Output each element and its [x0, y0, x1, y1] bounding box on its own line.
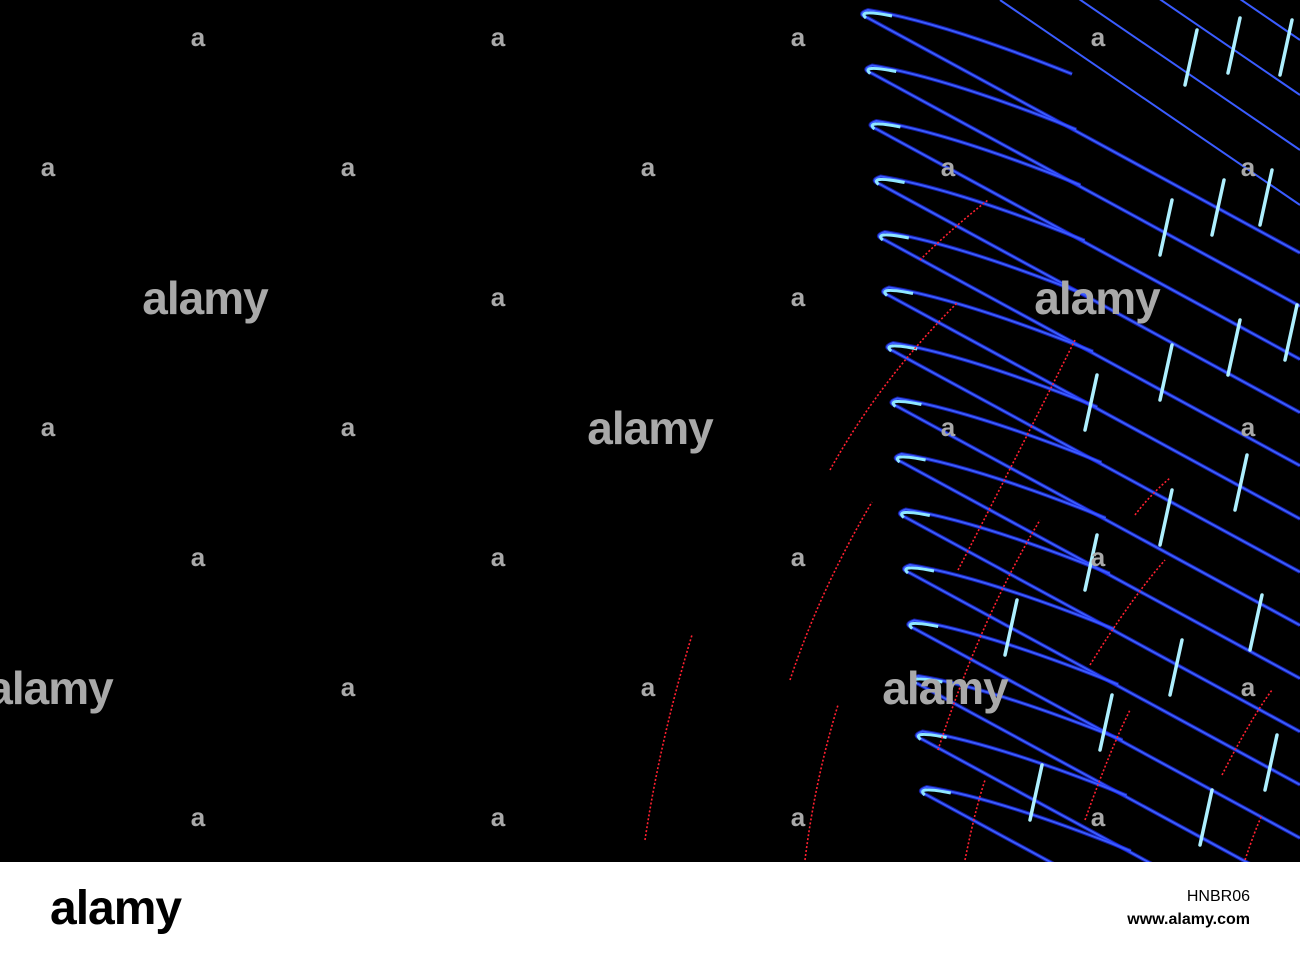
- light-trails: [644, 0, 1300, 953]
- cyan-dash: [1083, 533, 1099, 592]
- watermark-small: a: [1241, 412, 1256, 442]
- cyan-dash: [1158, 198, 1174, 257]
- red-dotted-trail: [804, 704, 839, 861]
- blue-trail-tip: [908, 622, 939, 630]
- blue-trail: [999, 0, 1300, 206]
- watermark-small: a: [41, 152, 56, 182]
- watermark-small: a: [1091, 22, 1106, 52]
- watermark-small: a: [1091, 802, 1106, 832]
- red-dotted-trail: [829, 301, 959, 471]
- watermark-small: a: [641, 672, 656, 702]
- watermark-small: a: [1091, 542, 1106, 572]
- blue-trail-tip: [900, 511, 931, 519]
- blue-trail-tip: [916, 733, 947, 741]
- red-dotted-trail: [964, 779, 986, 861]
- red-dotted-trail: [957, 339, 1076, 571]
- red-dotted-trail: [919, 199, 989, 261]
- footer-bar: [0, 862, 1300, 953]
- cyan-dash: [1210, 178, 1226, 237]
- cyan-dash: [1226, 16, 1242, 75]
- blue-trail: [1078, 0, 1300, 151]
- red-dotted-trail: [1084, 709, 1131, 821]
- cyan-dash: [1198, 788, 1214, 847]
- watermark-small: a: [491, 22, 506, 52]
- blue-trail-tip: [874, 178, 905, 186]
- blue-trail-tip: [879, 233, 910, 242]
- watermark-small: a: [791, 542, 806, 572]
- watermark-small: a: [41, 412, 56, 442]
- watermark-large: alamy: [142, 272, 269, 324]
- blue-trail-tip: [887, 344, 918, 353]
- blue-trail-tip: [870, 122, 901, 131]
- watermark-large: alamy: [0, 662, 114, 714]
- cyan-dash: [1183, 28, 1199, 87]
- watermark-small: a: [791, 802, 806, 832]
- watermark-small: a: [791, 282, 806, 312]
- cyan-dash: [1233, 453, 1249, 512]
- watermark-large: alamy: [882, 662, 1009, 714]
- watermark-small: a: [341, 152, 356, 182]
- watermark-small: a: [1241, 152, 1256, 182]
- cyan-dash: [1083, 373, 1099, 432]
- watermark-small: a: [941, 152, 956, 182]
- watermark-small: a: [641, 152, 656, 182]
- cyan-dash: [1003, 598, 1019, 657]
- cyan-dash: [1098, 693, 1114, 752]
- watermark-small: a: [791, 22, 806, 52]
- red-dotted-trail: [644, 634, 693, 841]
- watermark-small: a: [491, 282, 506, 312]
- cyan-dash: [1158, 488, 1174, 547]
- cyan-dash: [1258, 168, 1274, 227]
- red-dotted-trail: [789, 501, 873, 681]
- watermark-small: a: [491, 542, 506, 572]
- watermark-small: a: [341, 672, 356, 702]
- watermark-small: a: [191, 542, 206, 572]
- blue-trail: [1239, 0, 1300, 41]
- red-dotted-trail: [1244, 814, 1263, 861]
- cyan-dash: [1226, 318, 1242, 377]
- cyan-dash: [1278, 18, 1294, 77]
- footer-logo: alamy: [50, 882, 182, 935]
- watermark-small: a: [341, 412, 356, 442]
- blue-trail-tip: [921, 788, 952, 797]
- blue-trail-tip: [891, 400, 922, 408]
- watermark-large: alamy: [1034, 272, 1161, 324]
- watermark-small: a: [491, 802, 506, 832]
- watermark-large: alamy: [587, 402, 714, 454]
- blue-trail-tip: [862, 11, 893, 20]
- cyan-dash: [1283, 303, 1299, 362]
- cyan-dash: [1168, 638, 1184, 697]
- cyan-dash: [1248, 593, 1264, 652]
- blue-trail-tip: [912, 677, 943, 686]
- cyan-dash: [1158, 343, 1174, 402]
- blue-trail-tip: [866, 67, 897, 75]
- blue-trail-tip: [883, 289, 914, 297]
- watermark-small: a: [191, 22, 206, 52]
- cyan-dash: [1263, 733, 1279, 792]
- image-id: HNBR06: [1187, 888, 1250, 905]
- red-dotted-trail: [1089, 559, 1166, 666]
- footer-url: www.alamy.com: [1126, 911, 1250, 928]
- cyan-dash: [1028, 763, 1044, 822]
- red-dotted-trail: [937, 519, 1041, 751]
- blue-trail-tip: [895, 455, 926, 464]
- watermark-small: a: [191, 802, 206, 832]
- watermark-small: a: [1241, 672, 1256, 702]
- blue-trail: [1159, 0, 1300, 96]
- red-dotted-trail: [1134, 477, 1171, 516]
- watermarks: alamy alamy alamy alamy alamy a a a a a a a a a a a a a a a…: [0, 22, 1256, 832]
- watermark-small: a: [941, 412, 956, 442]
- blue-trail-tip: [904, 566, 935, 575]
